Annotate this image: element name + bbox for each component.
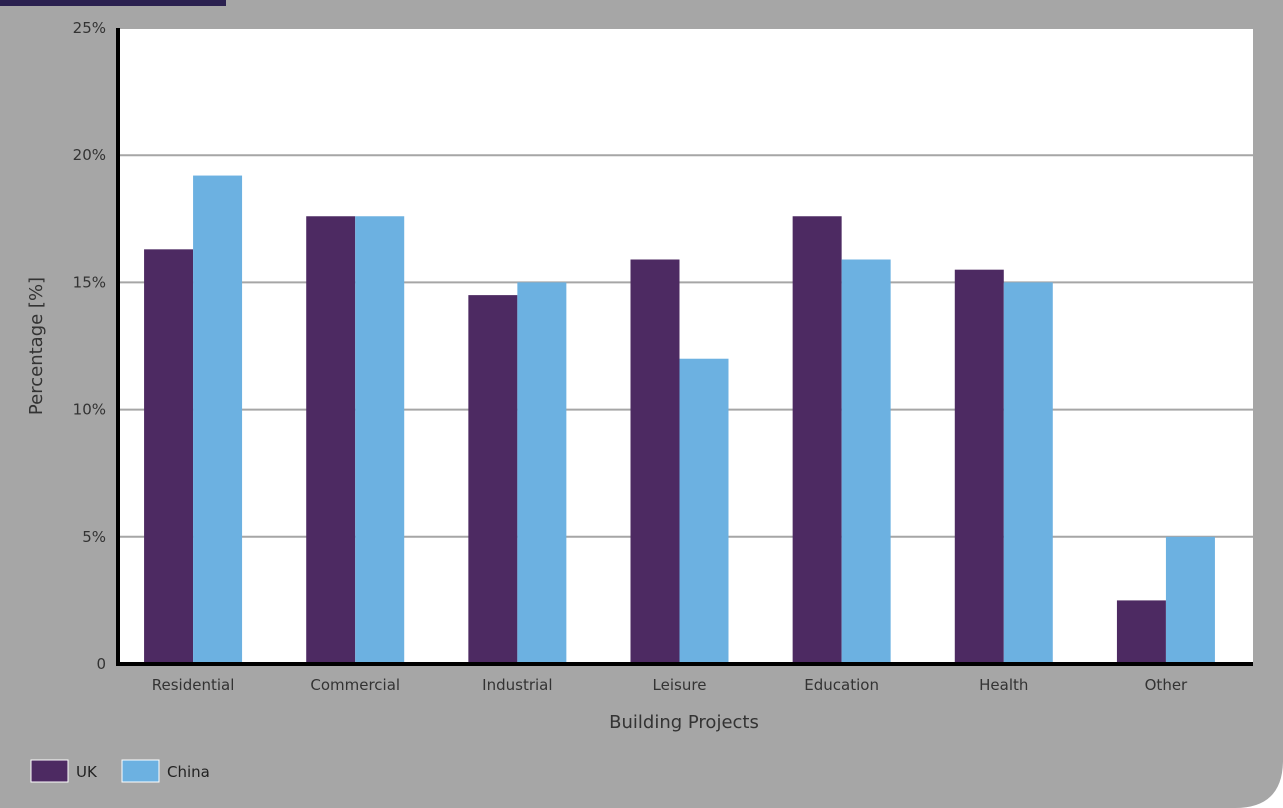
axes — [116, 28, 1253, 666]
bar-uk-leisure — [630, 259, 680, 664]
x-tick-label: Health — [979, 676, 1028, 694]
bar-uk-health — [954, 269, 1004, 664]
x-tick-label: Industrial — [482, 676, 552, 694]
legend-label-china: China — [167, 763, 210, 781]
y-tick-label: 5% — [82, 528, 106, 546]
y-tick-labels: 0 5% 10% 15% 20% 25% — [73, 19, 106, 673]
y-axis-title: Percentage [%] — [26, 277, 47, 415]
y-tick-label: 20% — [73, 146, 106, 164]
legend: UK China — [30, 759, 210, 783]
x-tick-label: Commercial — [310, 676, 400, 694]
bar-uk-commercial — [306, 216, 356, 665]
bar-china-other — [1165, 536, 1215, 664]
x-tick-label: Other — [1145, 676, 1188, 694]
bar-china-commercial — [355, 216, 405, 665]
top-accent-band — [0, 0, 226, 6]
y-tick-label: 25% — [73, 19, 106, 37]
bar-china-industrial — [517, 282, 567, 664]
x-axis-title: Building Projects — [609, 712, 759, 733]
x-tick-label: Residential — [152, 676, 235, 694]
x-tick-label: Education — [804, 676, 879, 694]
bar-uk-industrial — [468, 295, 518, 664]
bar-china-health — [1003, 282, 1053, 664]
x-tick-labels: Residential Commercial Industrial Leisure Ed… — [152, 676, 1188, 694]
x-tick-label: Leisure — [653, 676, 707, 694]
bar-china-residential — [193, 175, 243, 664]
bar-china-education — [841, 259, 891, 664]
bar-china-leisure — [679, 358, 729, 664]
legend-swatch-china — [121, 759, 160, 783]
legend-label-uk: UK — [76, 763, 98, 781]
bar-uk-other — [1116, 600, 1166, 664]
y-tick-label: 10% — [73, 401, 106, 419]
y-tick-label: 0 — [96, 655, 106, 673]
bars — [144, 175, 1215, 665]
bar-uk-residential — [144, 249, 194, 664]
bar-uk-education — [792, 216, 842, 665]
legend-swatch-uk — [30, 759, 69, 783]
y-tick-label: 15% — [73, 273, 106, 291]
